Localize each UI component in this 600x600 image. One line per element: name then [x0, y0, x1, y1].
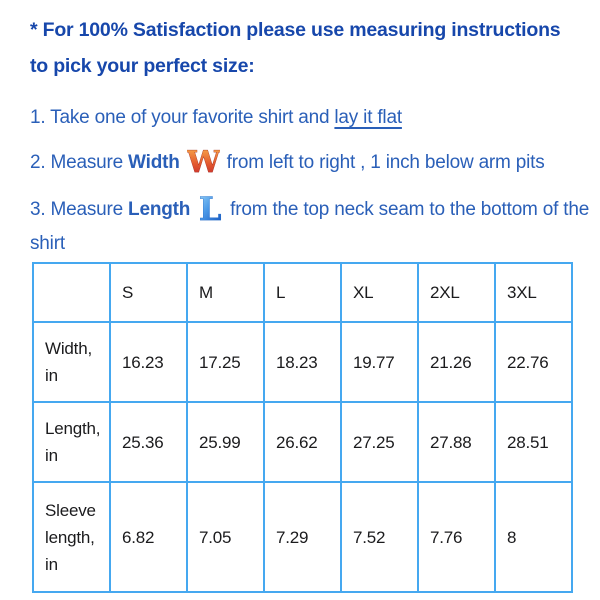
step2-text: 2. Measure — [30, 152, 124, 174]
column-header-3xl: 3XL — [494, 262, 573, 323]
width-w-icon: W W — [183, 143, 223, 182]
length-value-2xl: 27.88 — [417, 401, 496, 483]
width-value-2xl: 21.26 — [417, 321, 496, 403]
length-value-m: 25.99 — [186, 401, 265, 483]
lay-it-flat-underlined-text: lay it flat — [334, 107, 402, 128]
instruction-step-3: 3. Measure Length L L from the top neck s… — [30, 188, 598, 258]
column-header-xl: XL — [340, 262, 419, 323]
column-header-l: L — [263, 262, 342, 323]
length-value-xl: 27.25 — [340, 401, 419, 483]
row-label-length: Length, in — [32, 401, 111, 483]
sleeve-value-2xl: 7.76 — [417, 481, 496, 593]
column-header-blank — [32, 262, 111, 323]
row-label-sleeve-length: Sleeve length, in — [32, 481, 111, 593]
width-value-l: 18.23 — [263, 321, 342, 403]
row-label-width: Width, in — [32, 321, 111, 403]
width-value-xl: 19.77 — [340, 321, 419, 403]
length-l-icon: L L — [197, 188, 224, 230]
sleeve-value-xl: 7.52 — [340, 481, 419, 593]
step2-text-suffix: from left to right , 1 inch below arm pi… — [226, 152, 545, 174]
sleeve-value-m: 7.05 — [186, 481, 265, 593]
length-value-s: 25.36 — [109, 401, 188, 483]
table-row-width: Width, in 16.23 17.25 18.23 19.77 21.26 … — [32, 321, 573, 403]
sleeve-value-l: 7.29 — [263, 481, 342, 593]
length-value-3xl: 28.51 — [494, 401, 573, 483]
svg-text:L: L — [199, 190, 221, 228]
column-header-2xl: 2XL — [417, 262, 496, 323]
sleeve-value-3xl: 8 — [494, 481, 573, 593]
width-value-3xl: 22.76 — [494, 321, 573, 403]
size-chart-table: S M L XL 2XL 3XL Width, in 16.23 17.25 1… — [32, 262, 573, 593]
step3-length-label: Length — [128, 199, 191, 221]
step1-text: 1. Take one of your favorite shirt and — [30, 107, 330, 128]
svg-text:W: W — [187, 145, 220, 180]
sleeve-value-s: 6.82 — [109, 481, 188, 593]
svg-text:L: L — [199, 190, 221, 228]
step2-width-label: Width — [128, 152, 180, 174]
page-title-line1: * For 100% Satisfaction please use measu… — [30, 19, 561, 41]
table-row-sleeve-length: Sleeve length, in 6.82 7.05 7.29 7.52 7.… — [32, 481, 573, 593]
column-header-s: S — [109, 262, 188, 323]
table-header-row: S M L XL 2XL 3XL — [32, 262, 573, 323]
width-value-m: 17.25 — [186, 321, 265, 403]
width-value-s: 16.23 — [109, 321, 188, 403]
step3-text-suffix: from the top neck seam to the bottom of … — [30, 199, 590, 254]
instruction-step-2: 2. Measure Width W W from left to right ,… — [30, 143, 600, 182]
svg-text:W: W — [187, 145, 220, 180]
step3-text: 3. Measure — [30, 199, 124, 221]
column-header-m: M — [186, 262, 265, 323]
instruction-step-1: 1. Take one of your favorite shirt and la… — [30, 104, 600, 132]
page-title-line2: to pick your perfect size: — [30, 55, 255, 77]
table-row-length: Length, in 25.36 25.99 26.62 27.25 27.88… — [32, 401, 573, 483]
length-value-l: 26.62 — [263, 401, 342, 483]
